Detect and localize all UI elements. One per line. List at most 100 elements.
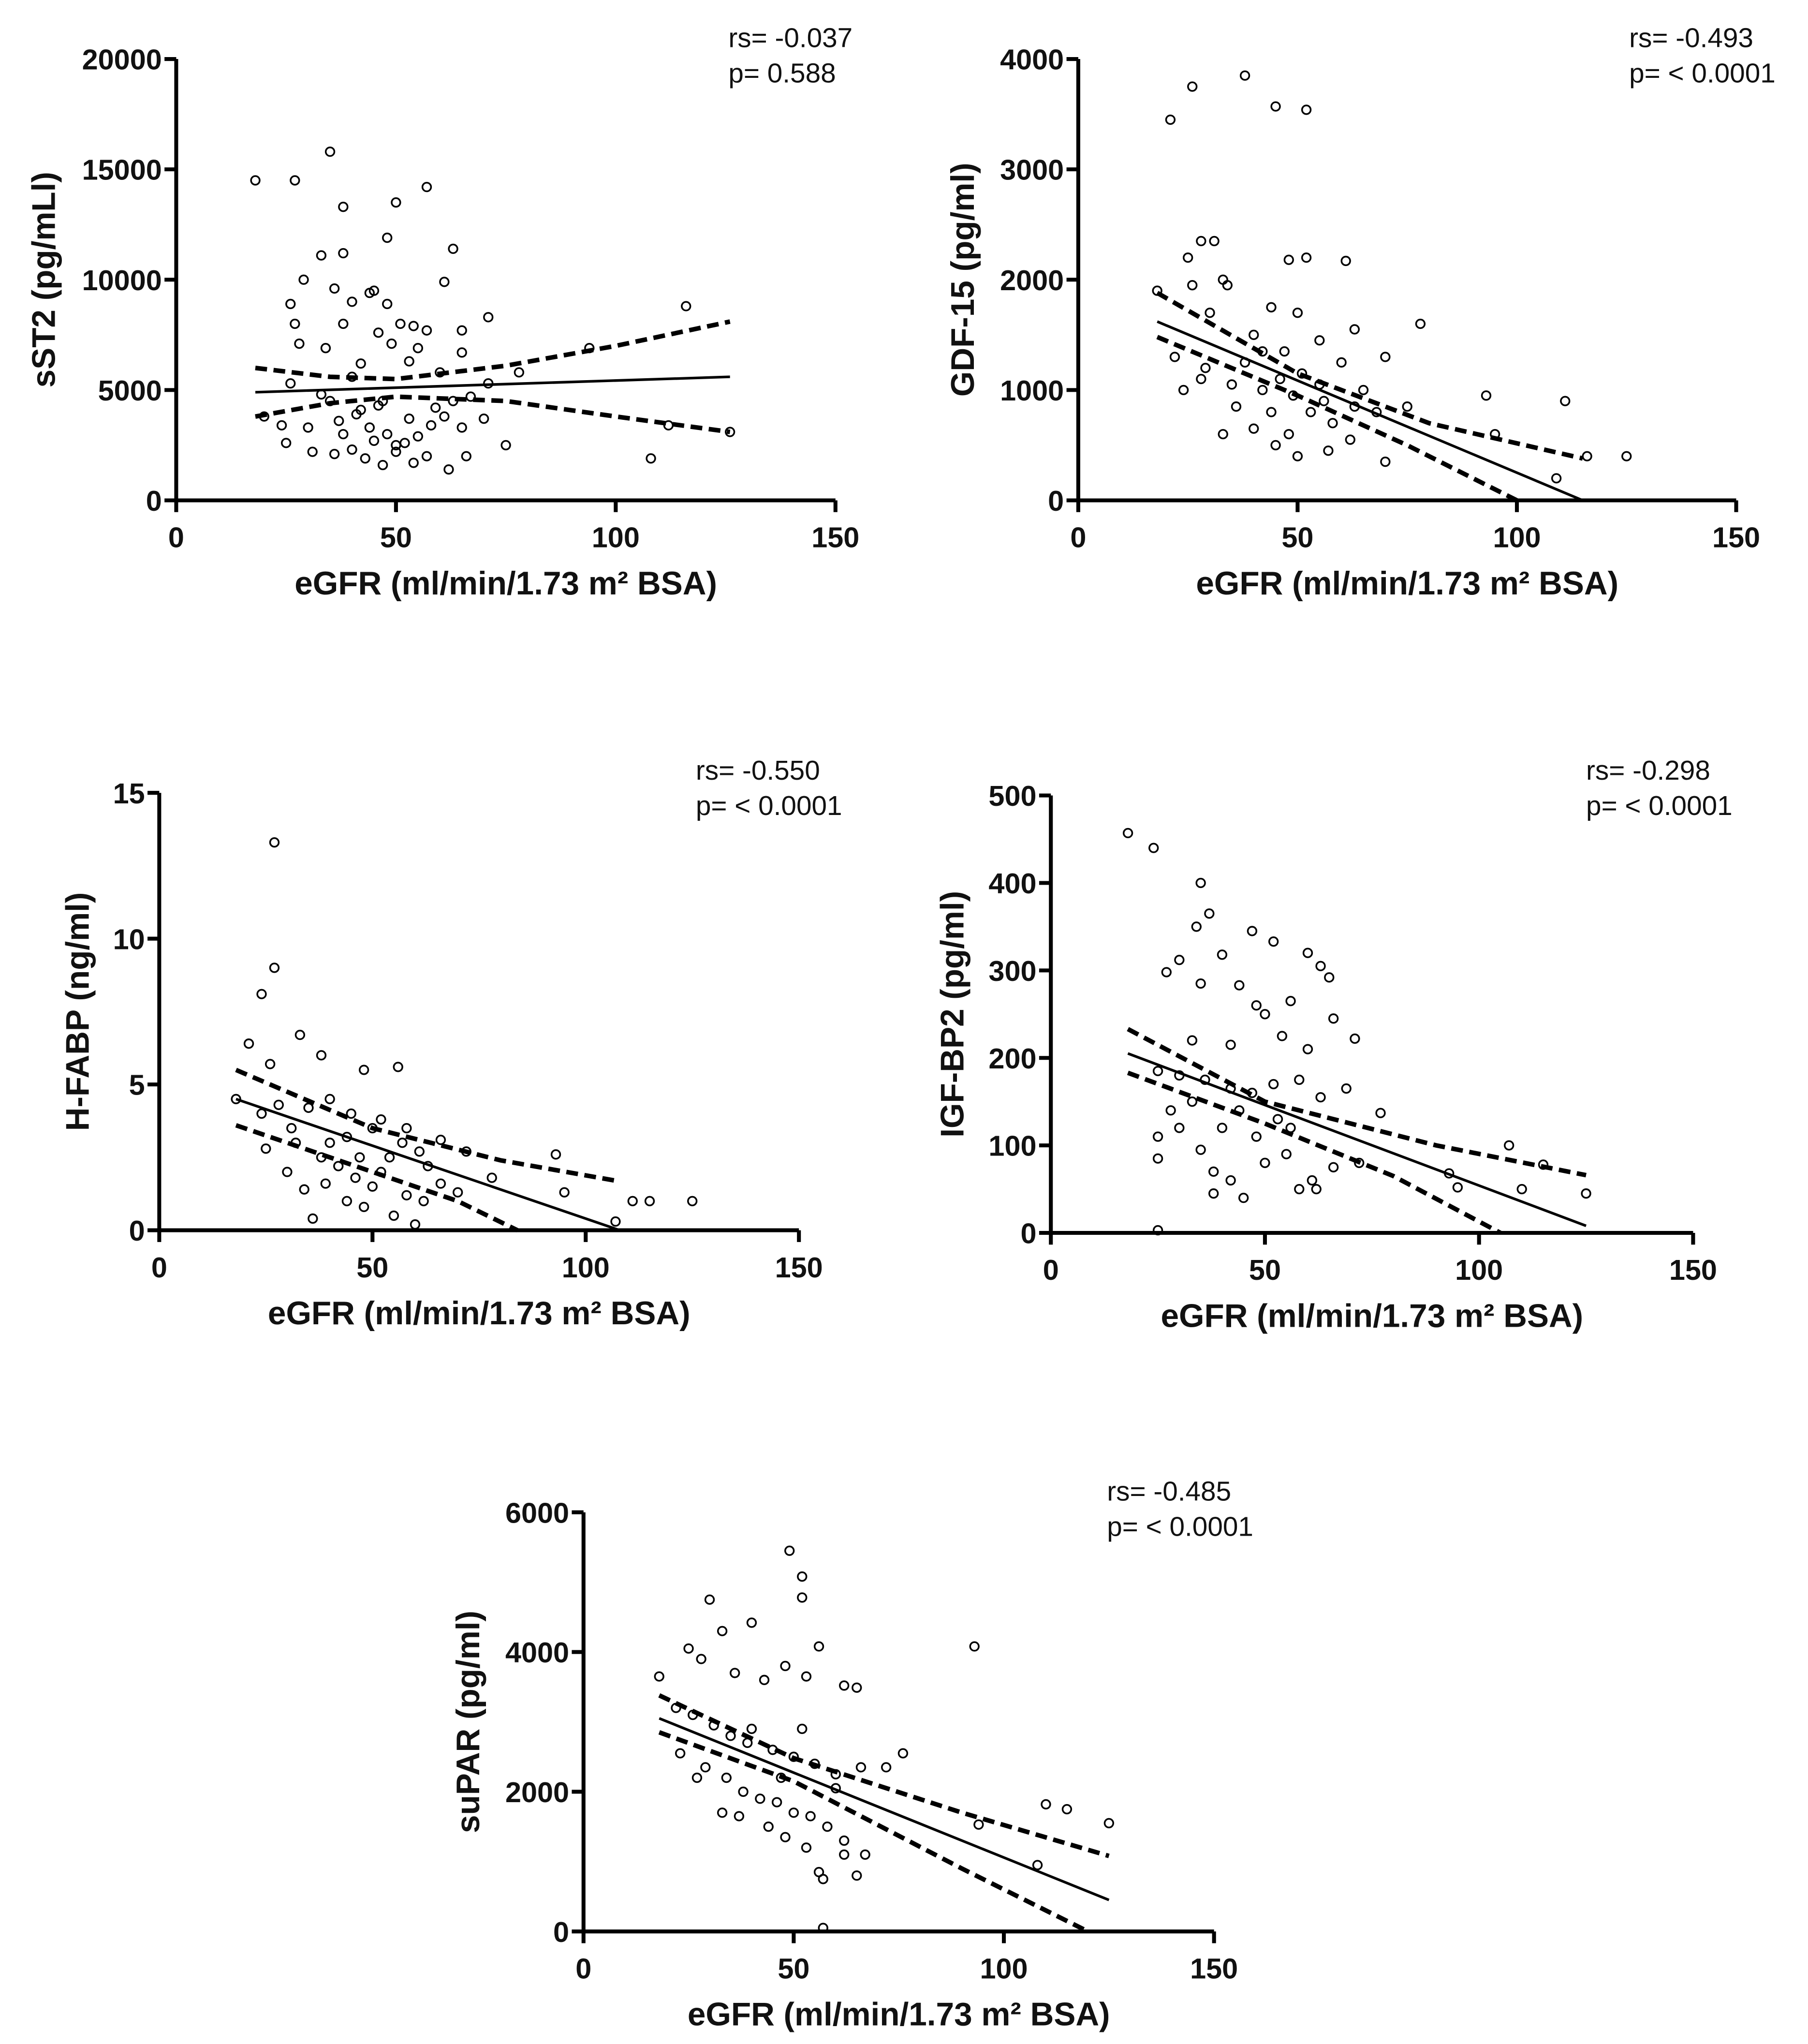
- data-point: [324, 1094, 335, 1104]
- data-point: [1239, 70, 1250, 81]
- data-point: [347, 444, 357, 455]
- data-point: [1195, 877, 1206, 889]
- data-point: [346, 1108, 356, 1119]
- data-point: [818, 1923, 828, 1933]
- data-point: [333, 1161, 344, 1171]
- data-point: [479, 414, 489, 424]
- y-tick-label: 0: [146, 485, 162, 517]
- data-point: [456, 325, 467, 336]
- data-point: [788, 1807, 799, 1818]
- data-point: [276, 420, 287, 431]
- data-point: [881, 1762, 892, 1773]
- data-point: [1327, 418, 1338, 429]
- data-point: [1516, 1184, 1527, 1195]
- data-point: [730, 1668, 740, 1678]
- data-point: [654, 1671, 664, 1682]
- data-point: [1196, 236, 1206, 247]
- data-point: [256, 1108, 267, 1119]
- data-point: [298, 274, 309, 285]
- data-point: [1165, 114, 1176, 125]
- ci-upper-line: [255, 319, 731, 382]
- data-point: [294, 338, 305, 349]
- data-point: [644, 1196, 655, 1206]
- y-tick-label: 15000: [82, 154, 162, 186]
- data-point: [1196, 373, 1206, 385]
- data-point: [382, 232, 393, 243]
- data-point: [1277, 1031, 1288, 1041]
- x-tick-label: 0: [151, 1251, 167, 1284]
- y-tick-label: 4000: [505, 1636, 569, 1669]
- data-point: [797, 1571, 808, 1582]
- data-point: [1319, 396, 1329, 406]
- x-axis-label: eGFR (ml/min/1.73 m² BSA): [1196, 565, 1618, 602]
- data-point: [1582, 451, 1592, 461]
- data-point: [410, 1219, 421, 1230]
- data-point: [388, 1210, 399, 1221]
- data-point: [408, 321, 419, 331]
- data-point: [1208, 1188, 1219, 1199]
- data-point: [320, 1178, 331, 1189]
- data-point: [805, 1811, 816, 1822]
- x-tick-label: 100: [1455, 1254, 1503, 1286]
- data-point: [1354, 1157, 1365, 1168]
- data-point: [746, 1617, 757, 1628]
- data-point: [382, 298, 393, 310]
- data-point: [627, 1196, 638, 1206]
- spearman-rs-label: rs= -0.298: [1586, 755, 1710, 786]
- x-tick-label: 50: [1281, 521, 1313, 554]
- x-tick-label: 100: [980, 1952, 1028, 1985]
- data-point: [338, 248, 349, 259]
- data-point: [397, 1138, 408, 1148]
- data-point: [1260, 1009, 1270, 1020]
- data-point: [610, 1216, 621, 1227]
- data-point: [290, 175, 300, 186]
- data-point: [1226, 379, 1237, 390]
- data-point: [448, 243, 458, 254]
- data-point: [1247, 926, 1258, 936]
- data-point: [646, 453, 656, 464]
- data-point: [430, 402, 441, 413]
- spearman-rs-label: rs= -0.485: [1107, 1476, 1231, 1507]
- data-point: [738, 1786, 749, 1797]
- data-point: [734, 1811, 745, 1822]
- data-point: [1285, 996, 1296, 1007]
- y-tick-label: 100: [988, 1130, 1036, 1162]
- data-point: [391, 197, 401, 208]
- data-point: [1272, 1114, 1283, 1125]
- data-point: [324, 146, 336, 157]
- data-point: [1249, 423, 1259, 434]
- data-point: [408, 458, 419, 468]
- data-point: [1305, 407, 1316, 417]
- data-point: [367, 1181, 378, 1192]
- data-point: [329, 283, 340, 294]
- y-tick-label: 5: [129, 1069, 145, 1101]
- data-point: [307, 446, 318, 457]
- data-point: [418, 1196, 429, 1206]
- data-point: [1270, 101, 1281, 112]
- data-point: [282, 1167, 293, 1177]
- data-point: [316, 1050, 327, 1061]
- data-point: [1187, 81, 1198, 92]
- data-point: [299, 1184, 309, 1195]
- data-point: [1504, 1140, 1514, 1151]
- data-point: [426, 420, 437, 431]
- data-point: [435, 1135, 446, 1145]
- data-point: [1148, 843, 1159, 853]
- data-point: [1311, 1184, 1322, 1195]
- data-point: [1323, 445, 1334, 456]
- data-point: [368, 285, 380, 296]
- data-point: [465, 391, 476, 402]
- x-tick-label: 150: [1712, 521, 1760, 554]
- data-point: [1195, 978, 1206, 989]
- data-point: [401, 1190, 412, 1200]
- data-point: [386, 338, 397, 349]
- data-point: [1152, 1225, 1163, 1236]
- data-point: [1301, 252, 1312, 263]
- data-point: [243, 1038, 254, 1049]
- y-tick-label: 3000: [1000, 154, 1064, 186]
- data-point: [461, 451, 471, 461]
- data-point: [1481, 390, 1492, 401]
- ci-lower-line: [235, 1123, 519, 1232]
- y-axis-label: suPAR (pg/ml): [450, 1611, 486, 1833]
